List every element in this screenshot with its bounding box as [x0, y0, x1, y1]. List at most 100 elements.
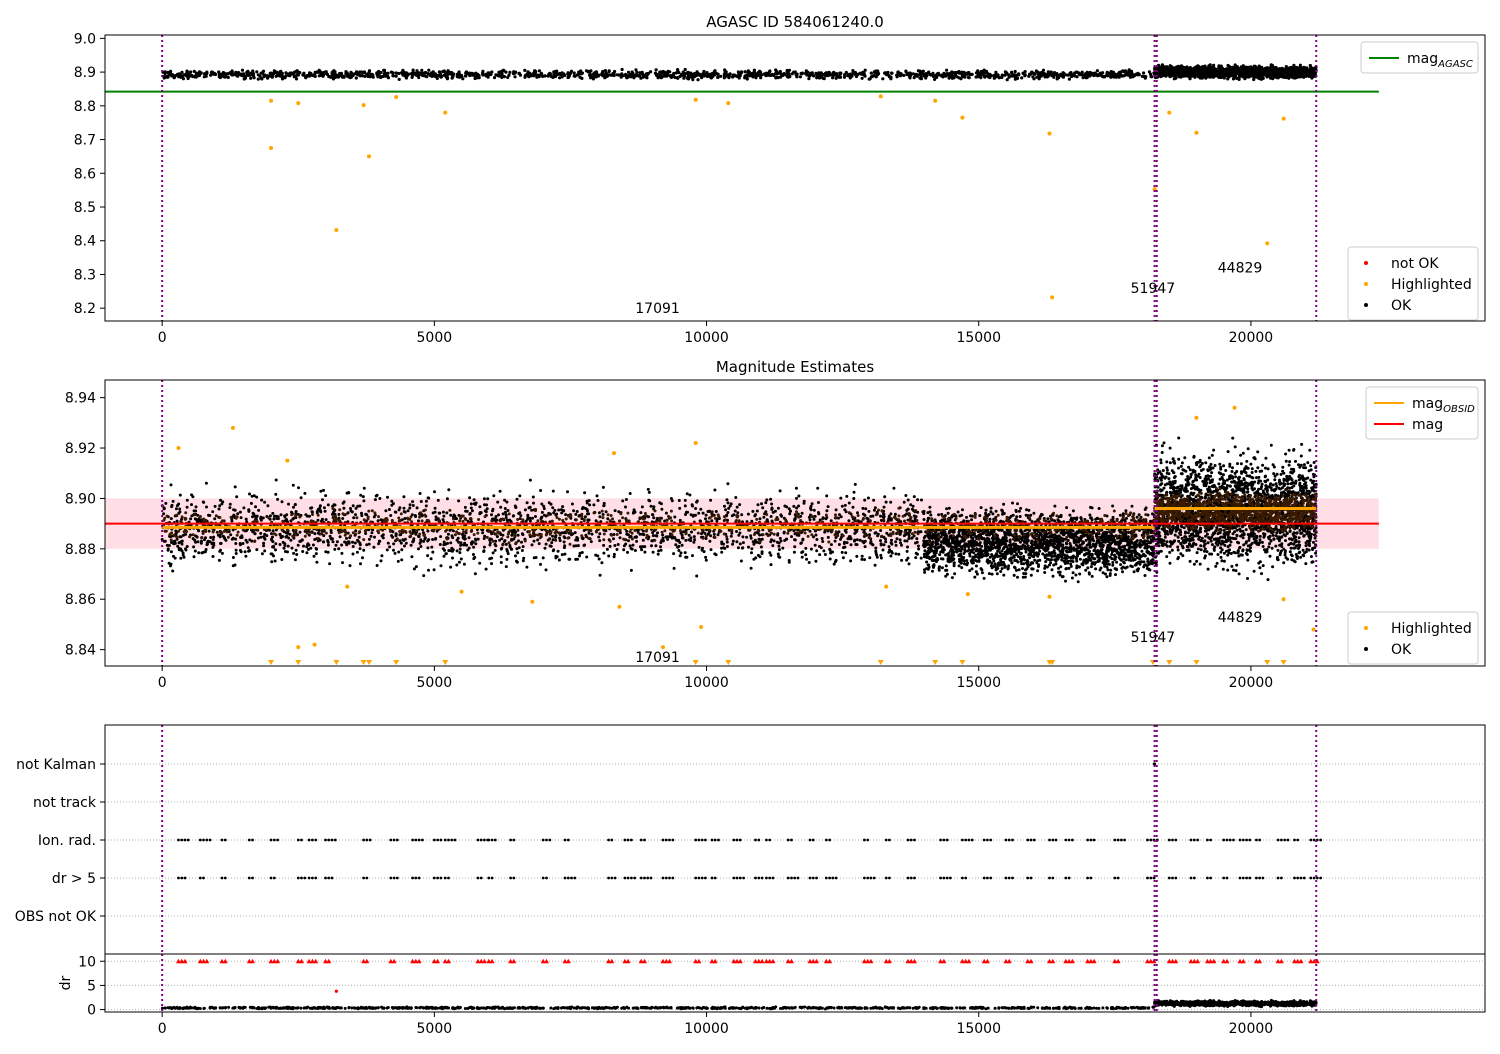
ok-point	[645, 72, 648, 75]
ok-point	[349, 76, 352, 79]
ok-point	[472, 541, 475, 544]
ok-point	[652, 551, 655, 554]
ok-point	[864, 69, 867, 72]
ok-point	[330, 538, 333, 541]
ok-point	[280, 536, 283, 539]
ok-point	[964, 73, 967, 76]
ok-point	[877, 533, 880, 536]
ok-point	[914, 74, 917, 77]
ok-point	[726, 541, 729, 544]
ok-point	[716, 76, 719, 79]
ok-point	[386, 75, 389, 78]
ok-point	[495, 515, 498, 518]
ok-point	[297, 486, 300, 489]
ok-point	[1130, 74, 1133, 77]
ok-point	[234, 509, 237, 512]
ok-point	[557, 550, 560, 553]
ok-point	[849, 73, 852, 76]
ok-point	[274, 560, 277, 563]
ok-point	[464, 74, 467, 77]
ok-point	[208, 530, 211, 533]
ok-point	[191, 495, 194, 498]
ok-point	[212, 555, 215, 558]
ok-point	[774, 72, 777, 75]
ok-point	[952, 76, 955, 79]
ok-point	[294, 558, 297, 561]
ok-point	[451, 557, 454, 560]
ok-point	[394, 511, 397, 514]
ok-point	[677, 545, 680, 548]
ok-point	[476, 73, 479, 76]
ok-point	[840, 515, 843, 518]
ok-point	[770, 508, 773, 511]
ok-point	[838, 76, 841, 79]
ok-point	[723, 505, 726, 508]
ok-point	[846, 74, 849, 77]
ok-point	[642, 533, 645, 536]
ok-point	[1244, 70, 1247, 73]
ok-point	[814, 560, 817, 563]
ok-point	[595, 71, 598, 74]
ok-point	[801, 556, 804, 559]
ok-point	[440, 564, 443, 567]
ok-point	[624, 73, 627, 76]
ok-point	[667, 70, 670, 73]
ok-point	[432, 70, 435, 73]
ok-point	[272, 545, 275, 548]
ok-point	[1161, 64, 1164, 67]
ok-point	[229, 72, 232, 75]
ok-point	[1266, 71, 1269, 74]
ok-point	[804, 553, 807, 556]
ok-point	[920, 557, 923, 560]
ok-point	[329, 535, 332, 538]
ok-point	[171, 504, 174, 507]
ok-point	[176, 504, 179, 507]
ok-point	[264, 538, 267, 541]
ok-point	[870, 540, 873, 543]
ok-point	[853, 539, 856, 542]
highlighted-point	[933, 99, 937, 103]
ok-point	[747, 546, 750, 549]
ok-point	[702, 512, 705, 515]
ok-point	[827, 536, 830, 539]
ok-point	[212, 536, 215, 539]
ok-point	[681, 74, 684, 77]
highlighted-point	[1047, 131, 1051, 135]
ok-point	[162, 512, 165, 515]
ok-point	[599, 574, 602, 577]
ok-point	[879, 515, 882, 518]
ok-point	[1280, 69, 1283, 72]
ok-point	[969, 73, 972, 76]
agasc-y-tick-label: 8.4	[74, 234, 96, 250]
ok-point	[662, 70, 665, 73]
ok-point	[1231, 71, 1234, 74]
ok-point	[1277, 76, 1280, 79]
ok-point	[883, 543, 886, 546]
ok-point	[245, 518, 248, 521]
ok-point	[398, 78, 401, 81]
ok-point	[914, 556, 917, 559]
ok-point	[895, 544, 898, 547]
ok-point	[550, 541, 553, 544]
ok-point	[740, 513, 743, 516]
ok-point	[1235, 77, 1238, 80]
ok-point	[505, 543, 508, 546]
ok-point	[541, 511, 544, 514]
ok-point	[627, 71, 630, 74]
ok-point	[650, 505, 653, 508]
ok-point	[352, 545, 355, 548]
ok-point	[915, 552, 918, 555]
ok-point	[417, 519, 420, 522]
highlighted-point	[726, 101, 730, 105]
ok-point	[693, 538, 696, 541]
ok-point	[697, 512, 700, 515]
ok-point	[676, 77, 679, 80]
ok-point	[356, 551, 359, 554]
ok-point	[1192, 69, 1195, 72]
ok-point	[760, 502, 763, 505]
ok-point	[688, 76, 691, 79]
ok-point	[655, 68, 658, 71]
ok-point	[491, 509, 494, 512]
ok-point	[738, 503, 741, 506]
ok-point	[867, 510, 870, 513]
